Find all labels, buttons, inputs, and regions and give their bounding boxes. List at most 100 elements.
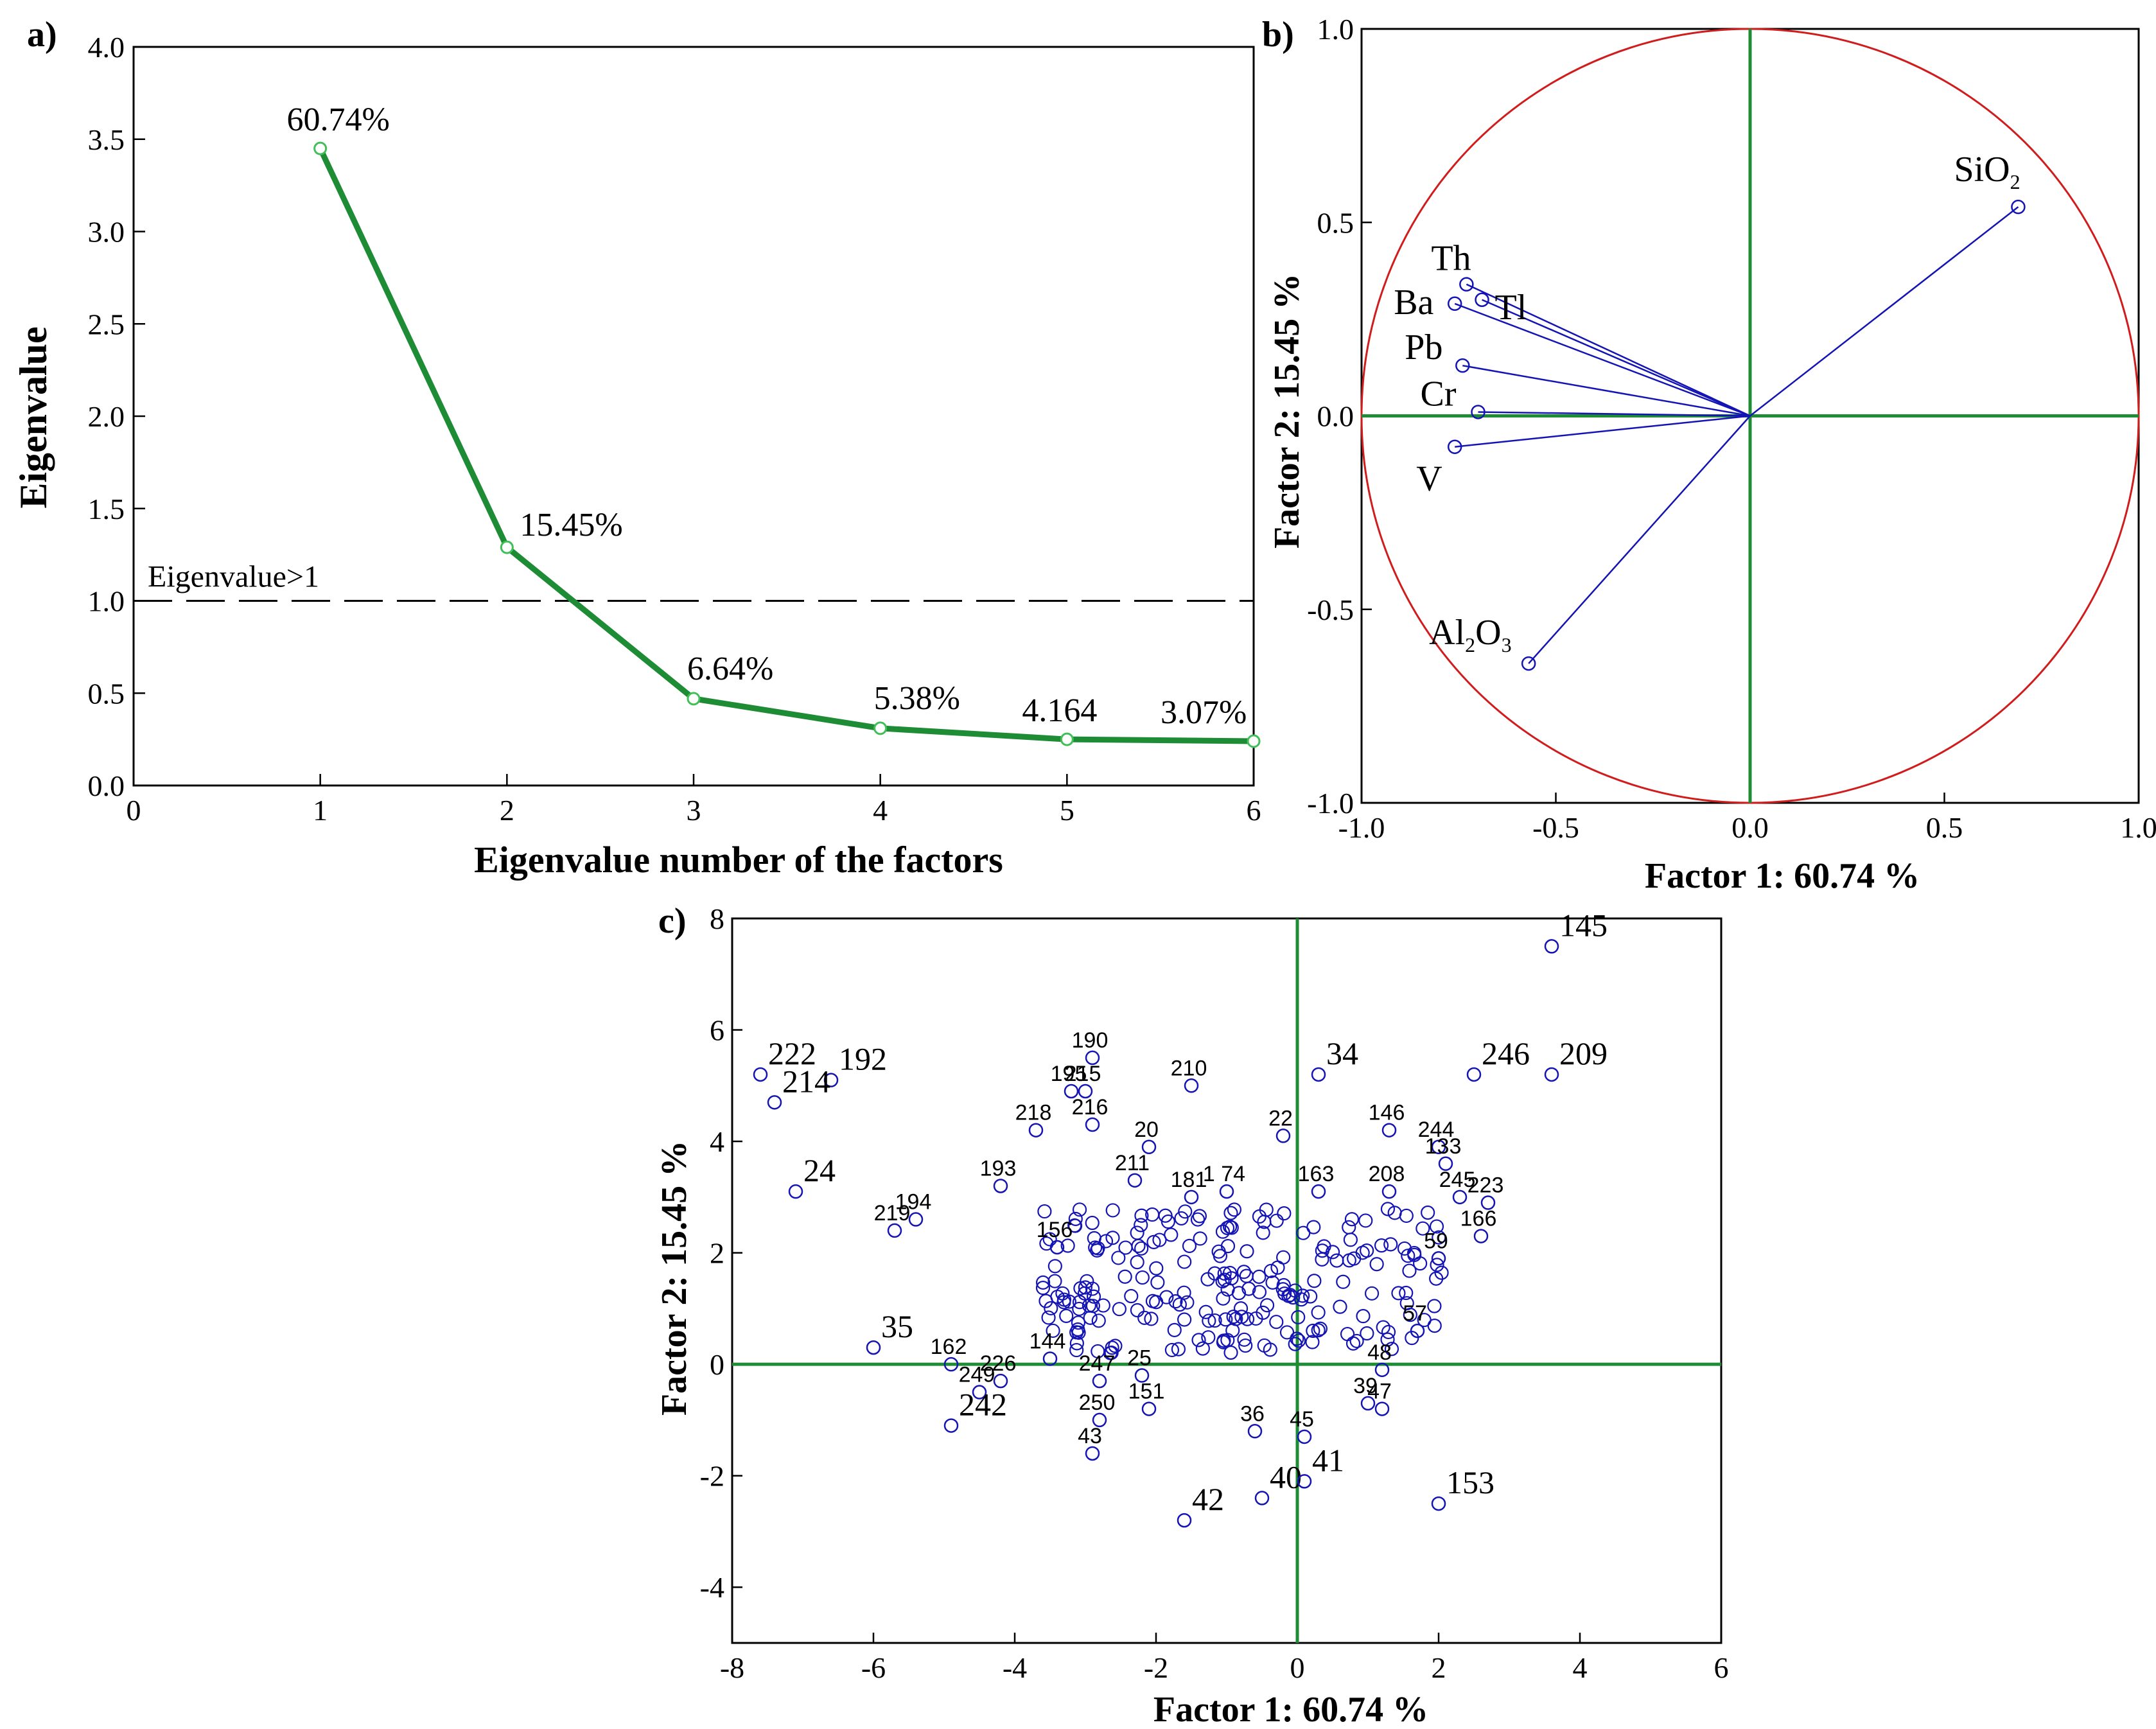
- data-label: 6.64%: [687, 651, 773, 687]
- score-point-label: 250: [1079, 1391, 1116, 1415]
- score-point-label: 22: [1268, 1106, 1293, 1130]
- score-point: [1358, 1213, 1373, 1228]
- score-point: [1429, 1219, 1444, 1234]
- score-point: [1072, 1301, 1087, 1317]
- loading-vector: [1454, 303, 1751, 417]
- score-point: [1286, 1290, 1301, 1305]
- x-tick-label: -8: [720, 1651, 744, 1684]
- x-tick-label: 2: [500, 794, 514, 827]
- score-point: [1355, 1245, 1370, 1260]
- score-point: [1046, 1323, 1060, 1338]
- score-point: [1225, 1323, 1240, 1338]
- score-point: [1068, 1211, 1083, 1226]
- score-point-label: 210: [1171, 1056, 1207, 1080]
- score-point: [1257, 1338, 1272, 1353]
- score-point: [1431, 1251, 1446, 1266]
- score-point: [943, 1356, 959, 1372]
- score-point-label: 48: [1367, 1340, 1392, 1365]
- score-point: [1174, 1211, 1189, 1226]
- score-point-label: 211: [1115, 1151, 1150, 1175]
- score-point: [1544, 1067, 1559, 1082]
- score-point-label: 35: [881, 1308, 913, 1344]
- score-point-label: 246: [1482, 1035, 1530, 1071]
- loading-point: [1471, 405, 1486, 419]
- score-point: [1177, 1254, 1192, 1269]
- score-point: [1085, 1117, 1100, 1132]
- variable-label: Cr: [1421, 374, 1457, 414]
- score-point: [1193, 1231, 1207, 1246]
- score-point-label: 1 74: [1203, 1162, 1245, 1186]
- y-tick-label: 4.0: [88, 31, 125, 64]
- score-point: [1399, 1295, 1414, 1311]
- score-point-label: 133: [1425, 1134, 1462, 1159]
- score-point: [1078, 1084, 1093, 1099]
- score-point-label: 247: [1079, 1351, 1116, 1376]
- score-point: [1082, 1298, 1096, 1313]
- score-point: [1306, 1323, 1320, 1338]
- loading-point: [1521, 656, 1536, 671]
- score-point: [1219, 1184, 1234, 1199]
- score-point: [1342, 1253, 1356, 1268]
- score-point: [1056, 1295, 1071, 1310]
- score-point: [1421, 1205, 1435, 1220]
- score-point: [1480, 1195, 1496, 1210]
- score-point: [1218, 1312, 1233, 1327]
- y-tick-label: 0.5: [1317, 206, 1354, 239]
- score-point-label: 216: [1072, 1095, 1109, 1119]
- x-tick-label: 5: [1060, 794, 1074, 827]
- x-tick-label: 0.5: [1926, 811, 1963, 844]
- score-point: [1296, 1225, 1311, 1240]
- score-point: [1236, 1265, 1251, 1279]
- eigenvalue-point: [500, 540, 514, 554]
- score-point: [1042, 1232, 1057, 1247]
- score-point: [1345, 1336, 1361, 1351]
- x-tick-label: 0: [127, 794, 141, 827]
- y-tick-label: 2.0: [88, 400, 125, 433]
- score-point: [1085, 1050, 1100, 1066]
- score-point: [1130, 1303, 1145, 1318]
- score-point-label: 24: [803, 1152, 836, 1188]
- score-point-label: 193: [980, 1156, 1017, 1180]
- score-point: [1069, 1325, 1084, 1340]
- score-point: [1311, 1184, 1326, 1199]
- score-point-label: 249: [959, 1363, 995, 1387]
- score-point: [1182, 1238, 1197, 1253]
- score-point: [1130, 1255, 1144, 1270]
- score-point: [1037, 1204, 1052, 1219]
- loading-point: [1459, 277, 1474, 292]
- panel-a-letter: a): [27, 15, 57, 55]
- score-point: [1452, 1189, 1468, 1205]
- score-point: [1201, 1330, 1216, 1345]
- score-point: [1078, 1280, 1092, 1295]
- score-point: [1222, 1265, 1238, 1281]
- score-point: [1384, 1342, 1399, 1356]
- score-point: [1473, 1229, 1489, 1243]
- score-point: [1380, 1202, 1396, 1216]
- variable-label: SiO2: [1954, 150, 2020, 193]
- score-point: [1380, 1332, 1395, 1347]
- variable-label: Pb: [1405, 328, 1442, 367]
- score-point: [1381, 1184, 1397, 1199]
- score-point: [1091, 1344, 1105, 1359]
- score-point: [1141, 1401, 1157, 1416]
- score-point-label: 36: [1240, 1401, 1265, 1426]
- score-point-label: 166: [1460, 1207, 1497, 1231]
- score-point: [1191, 1333, 1206, 1347]
- score-point: [1237, 1332, 1252, 1347]
- score-point: [1067, 1218, 1082, 1233]
- score-point: [1124, 1288, 1139, 1304]
- loading-vector: [1462, 364, 1751, 417]
- score-point-label: 151: [1128, 1380, 1165, 1404]
- score-point: [972, 1385, 987, 1400]
- x-tick-label: -1.0: [1338, 811, 1385, 844]
- score-point: [1215, 1224, 1231, 1239]
- y-tick-label: 3.5: [88, 123, 125, 156]
- score-point: [1311, 1305, 1326, 1320]
- score-point: [1427, 1299, 1442, 1313]
- eigenvalue-points: [313, 141, 1261, 748]
- score-point: [1329, 1253, 1344, 1268]
- score-point: [1342, 1220, 1356, 1234]
- eigenvalue-point: [313, 141, 328, 155]
- score-point-label: 208: [1369, 1162, 1405, 1186]
